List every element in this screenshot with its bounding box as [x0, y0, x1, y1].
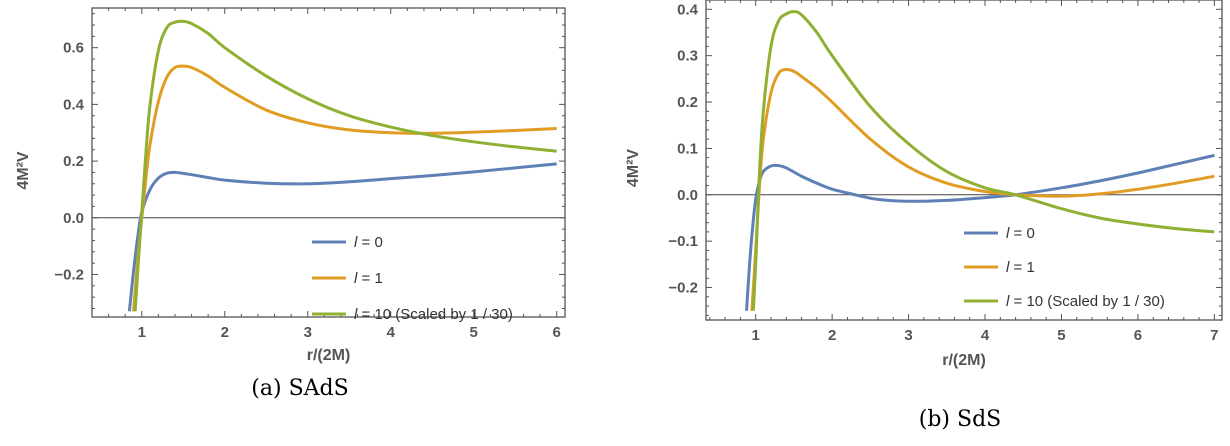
x-tick-label: 1: [752, 327, 760, 344]
series-line-1: [131, 64, 557, 312]
y-tick-label: 0.6: [63, 40, 84, 57]
figure-caption: (a) SAdS: [251, 376, 348, 401]
y-tick-label: 0.2: [677, 94, 698, 111]
y-tick-label: 0.0: [63, 210, 84, 227]
y-tick-label: 0.0: [677, 187, 698, 204]
series-line-1: [750, 68, 1215, 311]
series-line-0: [127, 162, 557, 312]
x-axis-label: r/(2M): [307, 347, 351, 364]
series-line-2: [133, 19, 557, 312]
chart-sds: 1 2 3 4 5 6 7 −0.2 −0.1 0.0 0.1 0.2 0.3 0.4 r/(2M) 4M²V…: [625, 0, 1223, 432]
x-tick-label: 5: [1057, 327, 1065, 344]
y-tick-label: 0.3: [677, 48, 698, 65]
y-tick-label: −0.1: [668, 233, 698, 250]
y-tick-label: 0.2: [63, 153, 84, 170]
y-tick-label: 0.4: [677, 1, 699, 18]
legend-label: l = 10 (Scaled by 1 / 30): [1006, 293, 1165, 310]
legend-label: l = 1: [354, 270, 383, 287]
x-tick-label: 6: [1134, 327, 1142, 344]
legend-label: l = 0: [1006, 225, 1035, 242]
y-axis-label: 4M²V: [625, 149, 642, 188]
chart-sads: 1 2 3 4 5 6 −0.2 0.0 0.2 0.4 0.6 r/(2M) 4M²V l = 0 l =…: [15, 7, 566, 401]
figure-caption: (b) SdS: [919, 407, 1001, 432]
x-tick-label: 4: [387, 324, 396, 341]
series-line-2: [751, 10, 1215, 311]
y-tick-label: −0.2: [668, 280, 698, 297]
legend-label: l = 1: [1006, 259, 1035, 276]
x-tick-label: 3: [304, 324, 312, 341]
legend-label: l = 10 (Scaled by 1 / 30): [354, 306, 513, 323]
x-tick-label: 5: [470, 324, 478, 341]
plot-frame: [705, 0, 1223, 321]
x-tick-label: 7: [1210, 327, 1218, 344]
legend-label: l = 0: [354, 234, 383, 251]
x-tick-label: 4: [981, 327, 990, 344]
x-axis-label: r/(2M): [942, 352, 986, 369]
x-tick-label: 6: [553, 324, 561, 341]
y-tick-label: 0.1: [677, 140, 698, 157]
y-tick-label: 0.4: [63, 96, 85, 113]
y-axis-label: 4M²V: [15, 151, 32, 190]
x-tick-label: 3: [904, 327, 912, 344]
y-tick-label: −0.2: [54, 266, 84, 283]
x-tick-label: 2: [221, 324, 229, 341]
x-tick-label: 1: [138, 324, 146, 341]
plot-frame: [91, 7, 566, 318]
x-tick-label: 2: [828, 327, 836, 344]
